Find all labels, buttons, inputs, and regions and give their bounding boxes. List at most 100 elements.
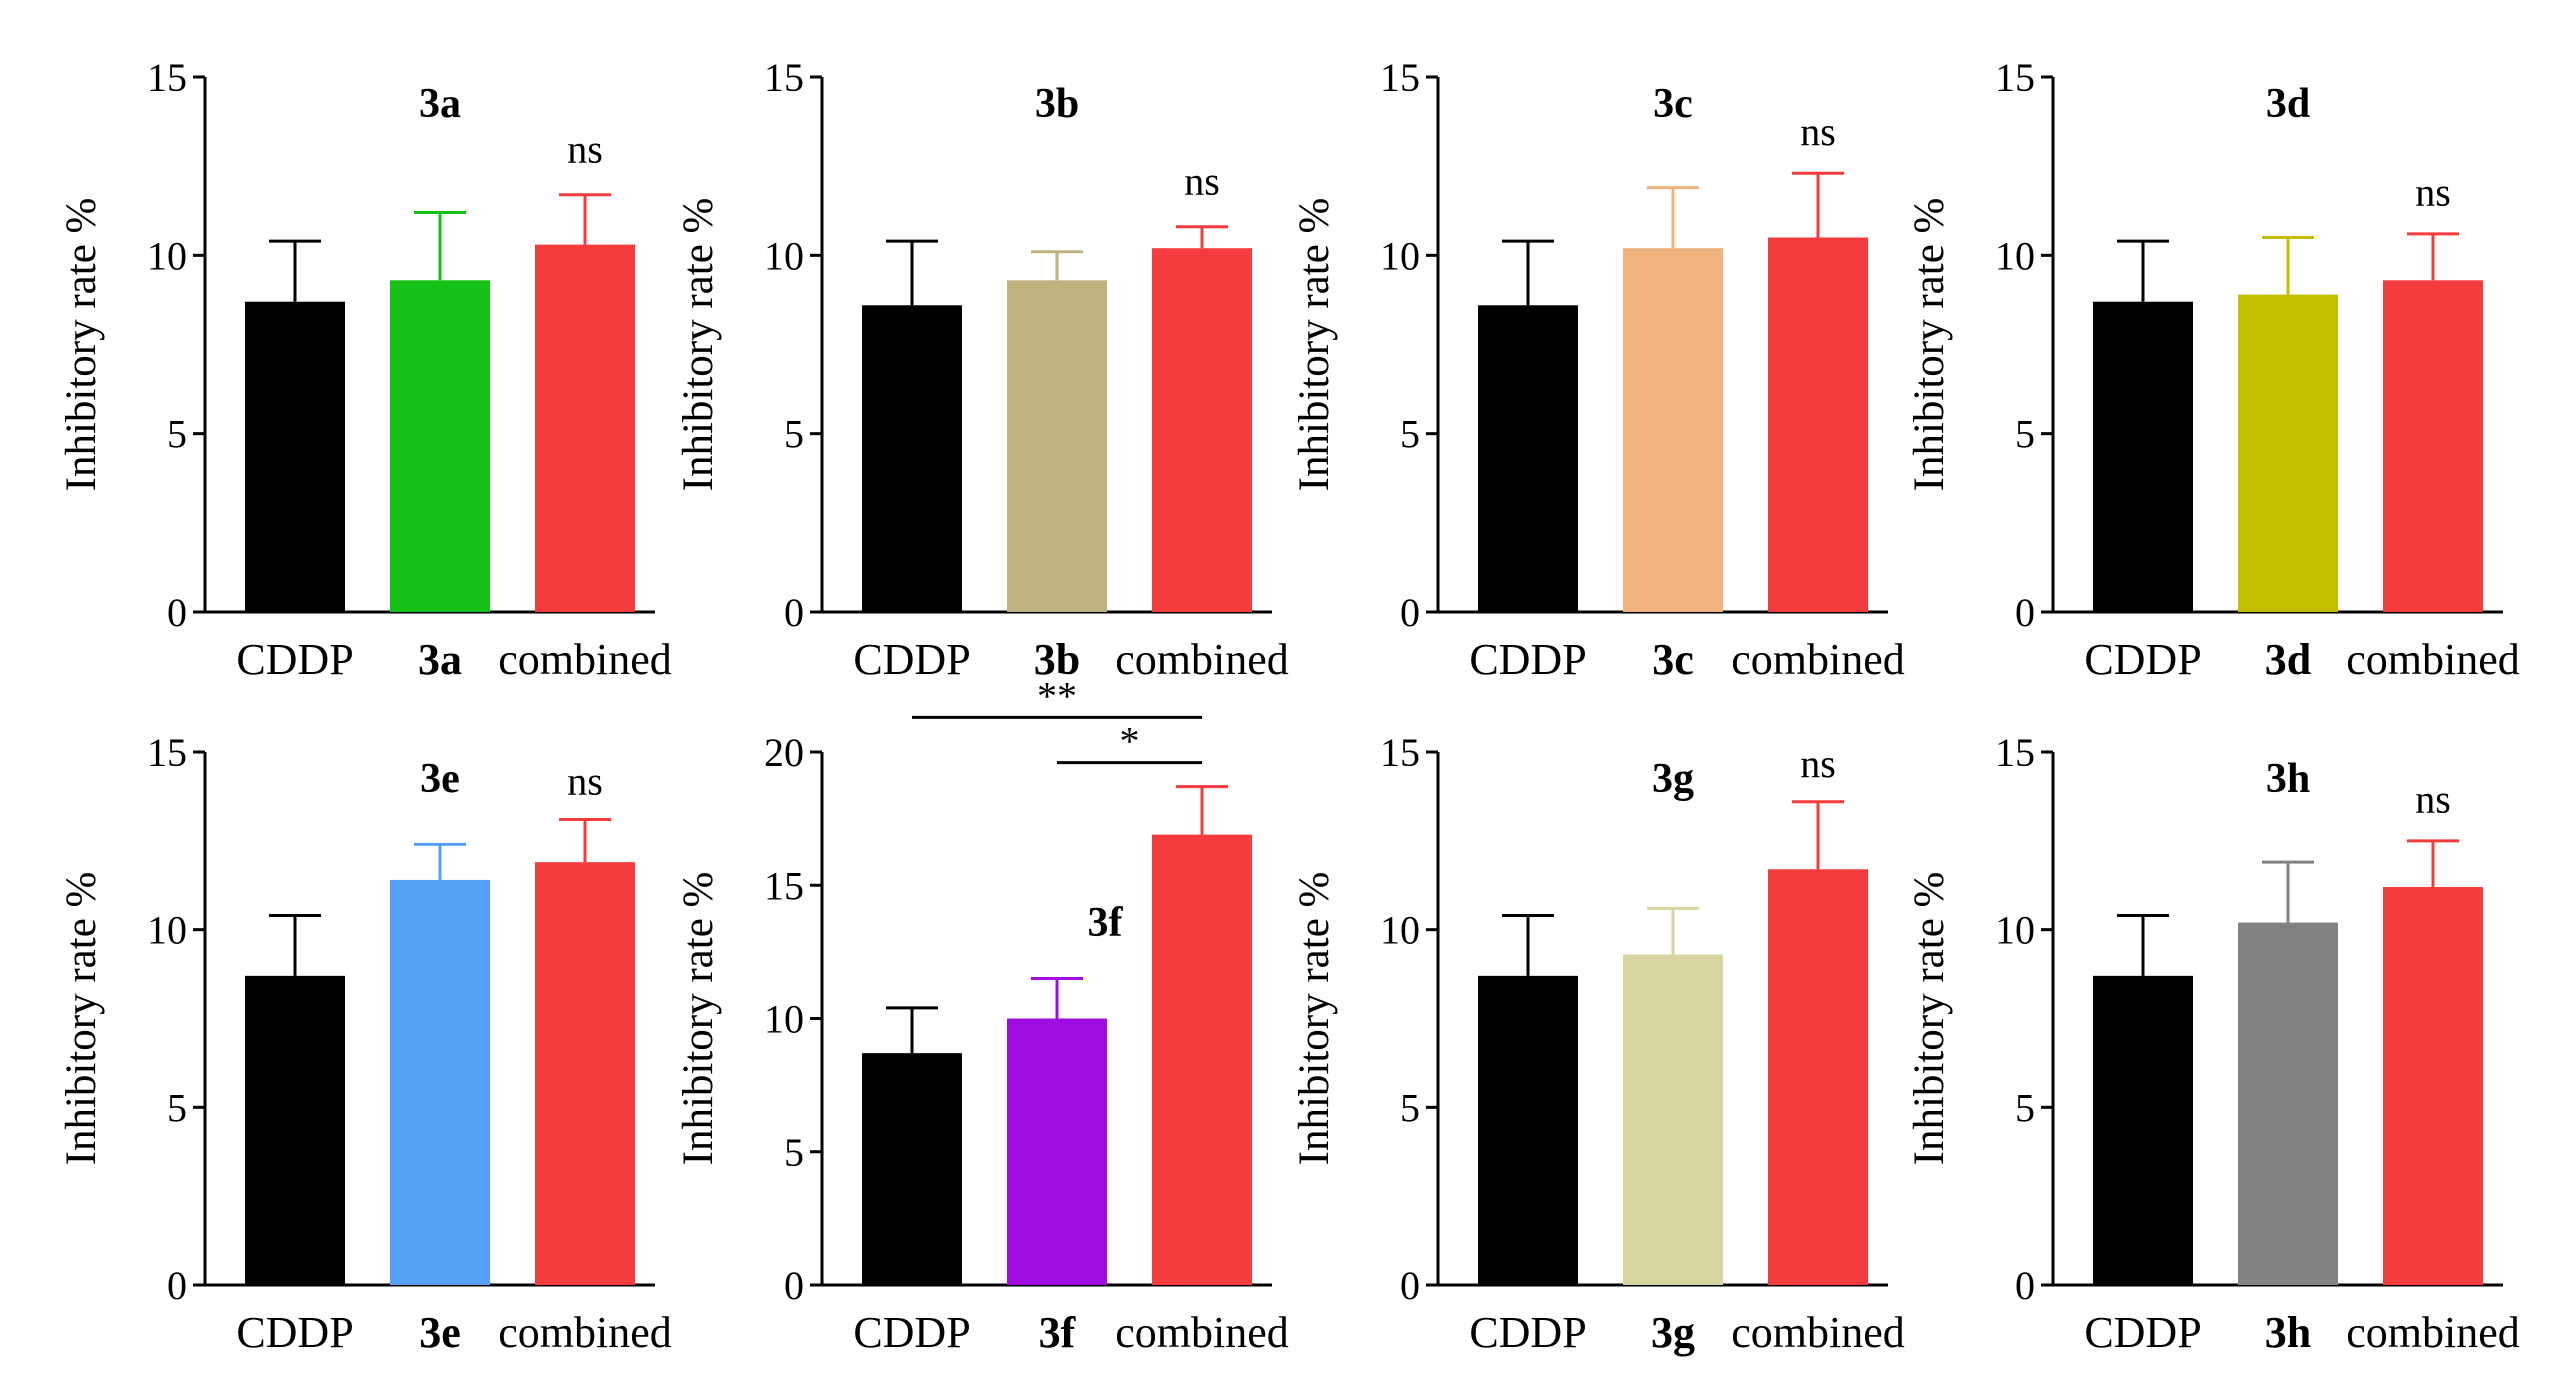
y-axis-label: Inhibitory rate % (675, 198, 722, 492)
y-tick-label: 15 (147, 55, 187, 100)
y-tick-label: 10 (147, 908, 187, 953)
bar-CDDP (245, 301, 345, 612)
y-tick-label: 0 (167, 590, 187, 635)
bar-3b (1007, 280, 1107, 612)
y-tick-label: 15 (1995, 730, 2035, 775)
x-category-label: CDDP (2084, 635, 2201, 684)
chart-panel-3e: 0 5 10 15 Inhibitory rate % CDDP 3e combined 3e n… (58, 730, 672, 1357)
chart-panel-3g: 0 5 10 15 Inhibitory rate % CDDP 3g combined 3g n… (1291, 730, 1905, 1357)
y-axis-label: Inhibitory rate % (58, 198, 105, 492)
y-tick-label: 10 (1995, 908, 2035, 953)
x-category-label: combined (498, 635, 672, 684)
chart-title: 3b (1035, 81, 1079, 127)
y-tick-label: 15 (1380, 55, 1420, 100)
bar-3e (390, 879, 490, 1285)
x-category-label: combined (1731, 1308, 1905, 1357)
chart-title: 3e (420, 756, 460, 802)
y-tick-label: 15 (764, 863, 804, 908)
bar-combined (1768, 869, 1868, 1285)
y-tick-label: 10 (147, 233, 187, 278)
bar-CDDP (862, 305, 962, 612)
bar-CDDP (1478, 305, 1578, 612)
chart-panel-3c: 0 5 10 15 Inhibitory rate % CDDP 3c combined 3c n… (1291, 55, 1905, 684)
y-tick-label: 10 (1380, 233, 1420, 278)
chart-title: 3g (1652, 756, 1694, 802)
bar-combined (2383, 887, 2483, 1285)
bar-3h (2238, 922, 2338, 1285)
chart-panel-3f: 0 5 10 15 20 Inhibitory rate % CDDP 3f combined 3… (675, 673, 1289, 1357)
y-tick-label: 10 (1380, 908, 1420, 953)
y-tick-label: 20 (764, 730, 804, 775)
significance-label: ns (1800, 109, 1836, 154)
y-tick-label: 5 (2015, 412, 2035, 457)
y-tick-label: 5 (167, 412, 187, 457)
bar-combined (1768, 237, 1868, 612)
bar-3g (1623, 954, 1723, 1285)
bar-CDDP (245, 975, 345, 1285)
y-tick-label: 5 (1400, 412, 1420, 457)
bar-CDDP (2093, 301, 2193, 612)
x-category-label: 3e (419, 1308, 461, 1357)
y-tick-label: 0 (2015, 590, 2035, 635)
chart-panel-3a: 0 5 10 15 Inhibitory rate % CDDP 3a combined 3a n… (58, 55, 672, 684)
chart-title: 3f (1088, 900, 1124, 946)
bar-CDDP (2093, 975, 2193, 1285)
x-category-label: CDDP (2084, 1308, 2201, 1357)
y-tick-label: 15 (147, 730, 187, 775)
y-axis-label: Inhibitory rate % (1906, 198, 1953, 492)
chart-title: 3a (419, 81, 461, 127)
x-category-label: 3c (1652, 635, 1694, 684)
y-tick-label: 5 (784, 1130, 804, 1175)
x-category-label: combined (1115, 635, 1289, 684)
chart-panel-3d: 0 5 10 15 Inhibitory rate % CDDP 3d combined 3d n… (1906, 55, 2520, 684)
y-axis-label: Inhibitory rate % (675, 872, 722, 1166)
bar-combined (1152, 834, 1252, 1285)
y-tick-label: 10 (1995, 233, 2035, 278)
bar-combined (535, 862, 635, 1285)
y-tick-label: 5 (784, 412, 804, 457)
y-tick-label: 0 (784, 590, 804, 635)
x-category-label: CDDP (853, 635, 970, 684)
x-category-label: 3a (418, 635, 462, 684)
x-category-label: CDDP (236, 1308, 353, 1357)
bar-3c (1623, 248, 1723, 612)
bar-3f (1007, 1018, 1107, 1285)
y-tick-label: 10 (764, 233, 804, 278)
y-tick-label: 5 (167, 1085, 187, 1130)
x-category-label: CDDP (1469, 1308, 1586, 1357)
x-category-label: 3d (2265, 635, 2311, 684)
y-tick-label: 15 (764, 55, 804, 100)
x-category-label: combined (2346, 635, 2520, 684)
chart-panel-3h: 0 5 10 15 Inhibitory rate % CDDP 3h combined 3h n… (1906, 730, 2520, 1357)
significance-label: ns (1184, 159, 1220, 204)
significance-label: ns (1800, 741, 1836, 786)
significance-label: ns (2415, 776, 2451, 821)
bar-combined (2383, 280, 2483, 612)
y-axis-label: Inhibitory rate % (1906, 872, 1953, 1166)
y-tick-label: 0 (1400, 590, 1420, 635)
bar-CDDP (862, 1053, 962, 1285)
x-category-label: 3f (1039, 1308, 1077, 1357)
x-category-label: combined (1115, 1308, 1289, 1357)
bar-combined (1152, 248, 1252, 612)
chart-title: 3d (2266, 81, 2310, 127)
y-tick-label: 15 (1380, 730, 1420, 775)
y-tick-label: 5 (1400, 1085, 1420, 1130)
x-category-label: combined (1731, 635, 1905, 684)
y-axis-label: Inhibitory rate % (58, 872, 105, 1166)
chart-panel-3b: 0 5 10 15 Inhibitory rate % CDDP 3b combined 3b n… (675, 55, 1289, 684)
significance-label: ns (567, 127, 603, 172)
y-axis-label: Inhibitory rate % (1291, 198, 1338, 492)
x-category-label: combined (498, 1308, 672, 1357)
x-category-label: CDDP (236, 635, 353, 684)
y-tick-label: 0 (2015, 1263, 2035, 1308)
x-category-label: 3h (2265, 1308, 2311, 1357)
y-axis-label: Inhibitory rate % (1291, 872, 1338, 1166)
y-tick-label: 0 (1400, 1263, 1420, 1308)
bar-3a (390, 280, 490, 612)
y-tick-label: 5 (2015, 1085, 2035, 1130)
significance-label: ns (567, 759, 603, 804)
x-category-label: 3b (1034, 635, 1080, 684)
significance-stars: ** (1037, 673, 1077, 718)
